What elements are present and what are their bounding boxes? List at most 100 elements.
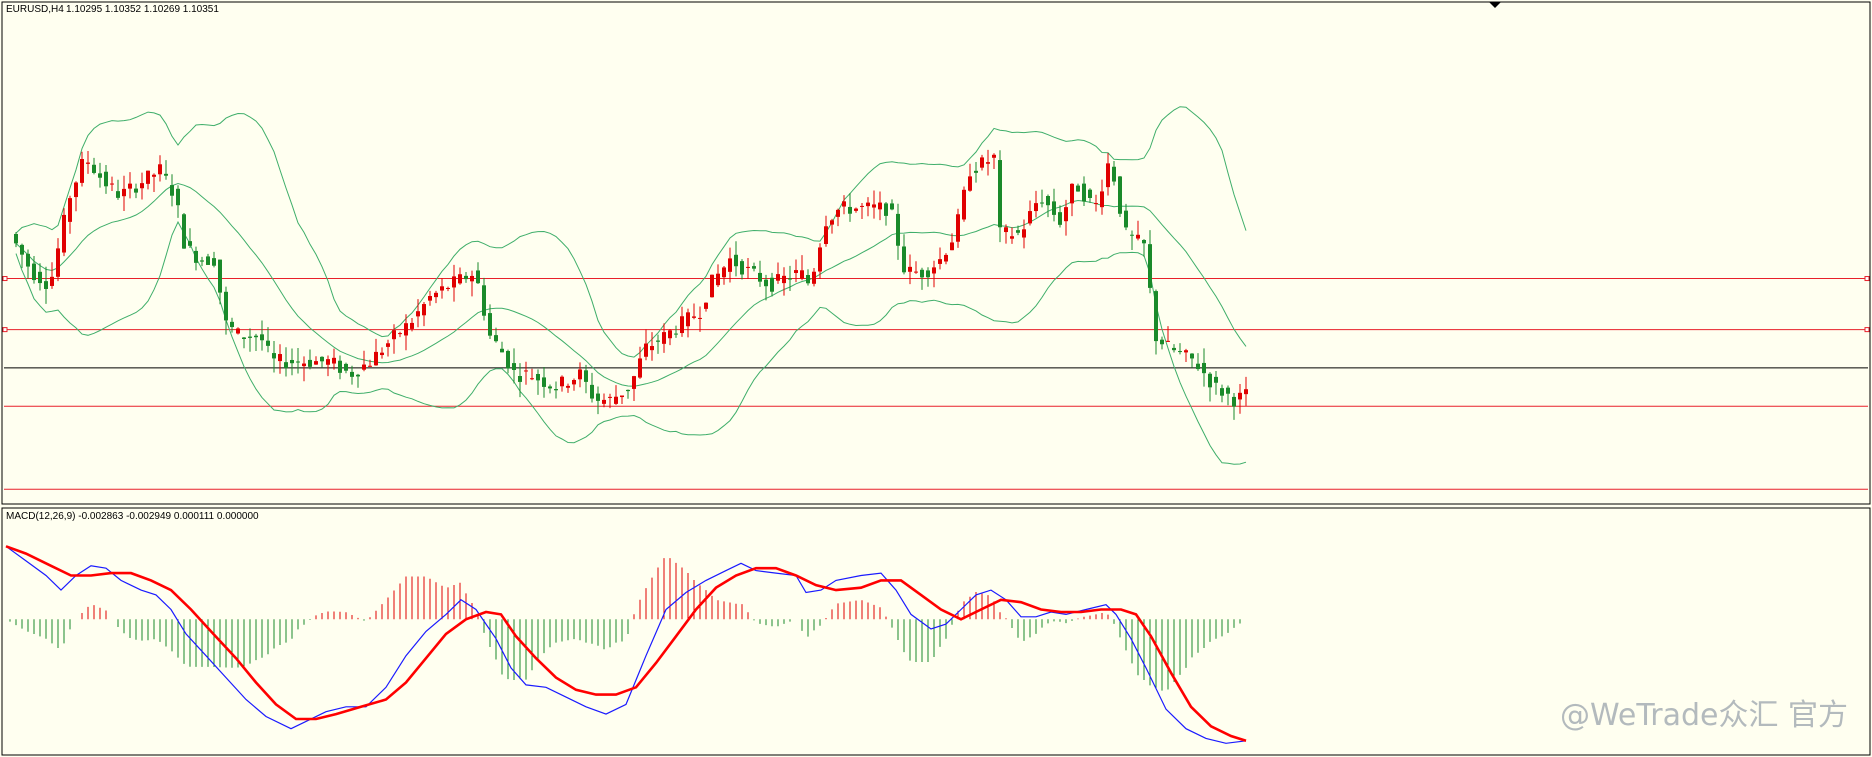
candle-bear (896, 213, 900, 246)
candle-bull (428, 296, 432, 301)
horizontal-lines[interactable] (2, 276, 1870, 490)
candle-bull (152, 174, 156, 177)
candle-bear (356, 374, 360, 377)
candle-bull (938, 259, 942, 264)
candle-bull (638, 358, 642, 378)
candle-bear (656, 340, 660, 342)
candle-bear (494, 335, 498, 342)
candle-bear (1154, 291, 1158, 342)
candle-bull (422, 304, 426, 316)
candle-bear (1016, 230, 1020, 233)
candle-bear (206, 256, 210, 265)
candle-bear (134, 188, 138, 193)
candle-bear (788, 278, 792, 280)
candle-bear (1082, 183, 1086, 202)
candle-bull (392, 330, 396, 340)
candle-bear (116, 191, 120, 198)
candle-bear (758, 272, 762, 282)
candle-bull (236, 328, 240, 334)
candle-bull (668, 330, 672, 339)
candle-bull (1070, 183, 1074, 204)
candle-bear (248, 336, 252, 338)
candle-bear (338, 360, 342, 373)
candle-bear (848, 206, 852, 214)
candle-bear (1208, 373, 1212, 388)
candle-bull (782, 275, 786, 284)
candle-bear (1178, 351, 1182, 353)
candle-bull (602, 399, 606, 404)
candle-bear (176, 188, 180, 206)
candle-bear (1148, 244, 1152, 288)
candle-bear (254, 335, 258, 338)
macd-params-label: MACD(12,26,9) -0.002863 -0.002949 0.0001… (6, 511, 259, 522)
candle-bear (230, 321, 234, 328)
candle-bear (476, 270, 480, 284)
candle-bear (1172, 347, 1176, 351)
candle-bull (746, 266, 750, 268)
candle-bear (464, 275, 468, 280)
candle-bear (92, 164, 96, 173)
candle-bear (1160, 339, 1164, 345)
candle-bear (1052, 201, 1056, 215)
candle-bull (944, 254, 948, 262)
macd-line (5, 545, 1247, 744)
candle-bear (344, 363, 348, 371)
candle-bull (440, 286, 444, 291)
candle-bull (824, 226, 828, 244)
candle-bear (674, 333, 678, 335)
candle-bear (734, 254, 738, 267)
candle-bear (1220, 388, 1224, 396)
candle-bear (752, 266, 756, 269)
band-lower (15, 220, 1247, 465)
candle-bear (1046, 196, 1050, 206)
chart-shift-marker-icon[interactable] (1489, 2, 1501, 8)
candle-bull (710, 274, 714, 298)
candle-bull (1064, 207, 1068, 222)
candle-bull (722, 267, 726, 278)
candle-bull (842, 201, 846, 207)
price-pane[interactable]: EURUSD,H4 1.10295 1.10352 1.10269 1.1035… (1, 1, 1871, 505)
candle-bull (980, 157, 984, 168)
candle-bear (542, 377, 546, 387)
candle-bull (704, 302, 708, 309)
candle-bull (716, 273, 720, 286)
candle-bear (1214, 376, 1218, 383)
candle-bull (1028, 211, 1032, 224)
candle-bear (554, 389, 558, 391)
candle-bull (128, 183, 132, 189)
candle-bull (122, 188, 126, 197)
candle-bear (296, 361, 300, 363)
candle-bear (596, 393, 600, 401)
candle-bull (140, 183, 144, 189)
candle-bear (32, 263, 36, 281)
candle-bull (728, 258, 732, 272)
candle-bear (512, 363, 516, 370)
candle-bull (1184, 350, 1188, 353)
candle-bear (890, 203, 894, 210)
candle-bear (1112, 166, 1116, 182)
candle-bull (956, 214, 960, 242)
candle-bull (932, 267, 936, 274)
candle-bear (1124, 210, 1128, 228)
level-handle-left (2, 276, 8, 282)
candle-bear (350, 371, 354, 377)
macd-pane[interactable]: MACD(12,26,9) -0.002863 -0.002949 0.0001… (1, 507, 1871, 756)
candle-bull (326, 359, 330, 365)
candle-bull (812, 271, 816, 284)
candle-bear (1196, 363, 1200, 370)
candle-bear (488, 313, 492, 336)
candle-bear (1118, 176, 1122, 214)
candle-bull (1238, 392, 1242, 400)
candle-bear (164, 173, 168, 176)
watermark: @WeTrade众汇 官方 (1560, 698, 1848, 733)
candle-bull (650, 346, 654, 351)
candle-bull (1022, 229, 1026, 238)
candle-bull (572, 380, 576, 385)
candle-bear (320, 356, 324, 362)
candle-bull (62, 214, 66, 253)
candle-bear (806, 275, 810, 284)
candle-bull (680, 316, 684, 334)
candle-bull (692, 316, 696, 318)
candle-bear (38, 271, 42, 284)
